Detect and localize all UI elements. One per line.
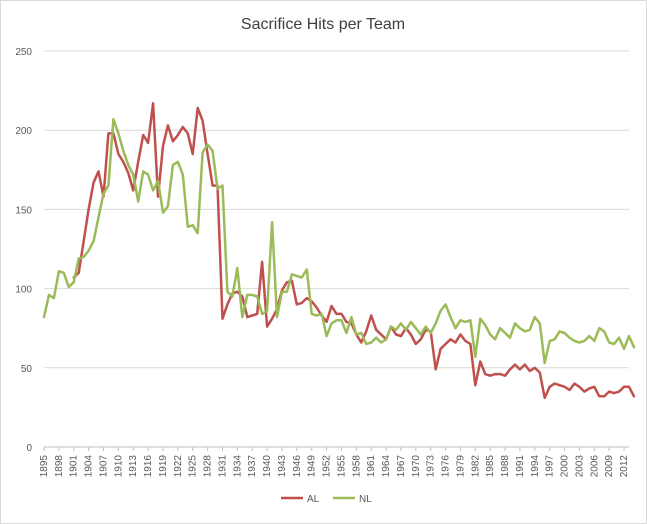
x-tick-label: 1988 (500, 455, 511, 478)
x-tick-label: 1955 (336, 455, 347, 478)
x-tick-label: 2000 (560, 455, 571, 478)
x-tick-label: 2009 (604, 455, 615, 478)
x-tick-label: 1940 (262, 455, 273, 478)
y-tick-label: 200 (15, 126, 32, 137)
x-tick-label: 1958 (351, 455, 362, 478)
legend: AL NL (281, 494, 372, 505)
x-tick-label: 1931 (217, 455, 228, 478)
y-tick-label: 250 (15, 47, 32, 58)
x-tick-label: 1910 (113, 455, 124, 478)
y-tick-label: 50 (21, 364, 33, 375)
x-tick-label: 1952 (322, 455, 333, 478)
x-tick-label: 1907 (98, 455, 109, 478)
x-tick-label: 1970 (411, 455, 422, 478)
x-tick-label: 1922 (173, 455, 184, 478)
x-tick-label: 1928 (203, 455, 214, 478)
x-tick-label: 1937 (247, 455, 258, 478)
x-tick-label: 1985 (485, 455, 496, 478)
legend-label-nl: NL (359, 494, 372, 505)
x-tick-label: 1994 (530, 455, 541, 478)
x-tick-label: 1895 (39, 455, 50, 478)
x-tick-label: 2006 (589, 455, 600, 478)
series-line-nl (42, 117, 636, 365)
x-tick-label: 1973 (426, 455, 437, 478)
x-tick-label: 2003 (574, 455, 585, 478)
x-tick-label: 2012 (619, 455, 630, 478)
x-tick-label: 1946 (292, 455, 303, 478)
x-tick-label: 1964 (381, 455, 392, 478)
chart-title: Sacrifice Hits per Team (241, 16, 405, 33)
x-tick-label: 1919 (158, 455, 169, 478)
x-tick-label: 1934 (232, 455, 243, 478)
x-tick-label: 1943 (277, 455, 288, 478)
x-tick-label: 1913 (128, 455, 139, 478)
x-tick-label: 1925 (188, 455, 199, 478)
y-axis-ticks: 0 50 100 150 200 250 (15, 47, 32, 454)
series-line-al (72, 102, 636, 400)
x-tick-label: 1967 (396, 455, 407, 478)
x-tick-label: 1904 (84, 455, 95, 478)
x-tick-label: 1916 (143, 455, 154, 478)
gridlines (44, 50, 629, 448)
y-tick-label: 150 (15, 205, 32, 216)
x-tick-label: 1976 (441, 455, 452, 478)
x-tick-label: 1898 (54, 455, 65, 478)
x-tick-label: 1949 (307, 455, 318, 478)
y-tick-label: 0 (26, 443, 32, 454)
x-tick-label: 1901 (69, 455, 80, 478)
x-tick-label: 1961 (366, 455, 377, 478)
x-tick-label: 1979 (455, 455, 466, 478)
x-tick-label: 1997 (545, 455, 556, 478)
x-tick-label: 1982 (470, 455, 481, 478)
x-axis-ticks: 1895 1898 1901 1904 1907 1910 1913 1916 1919 1922… (39, 447, 630, 477)
y-tick-label: 100 (15, 285, 32, 296)
series-lines (42, 102, 636, 400)
x-tick-label: 1991 (515, 455, 526, 478)
legend-label-al: AL (307, 494, 320, 505)
